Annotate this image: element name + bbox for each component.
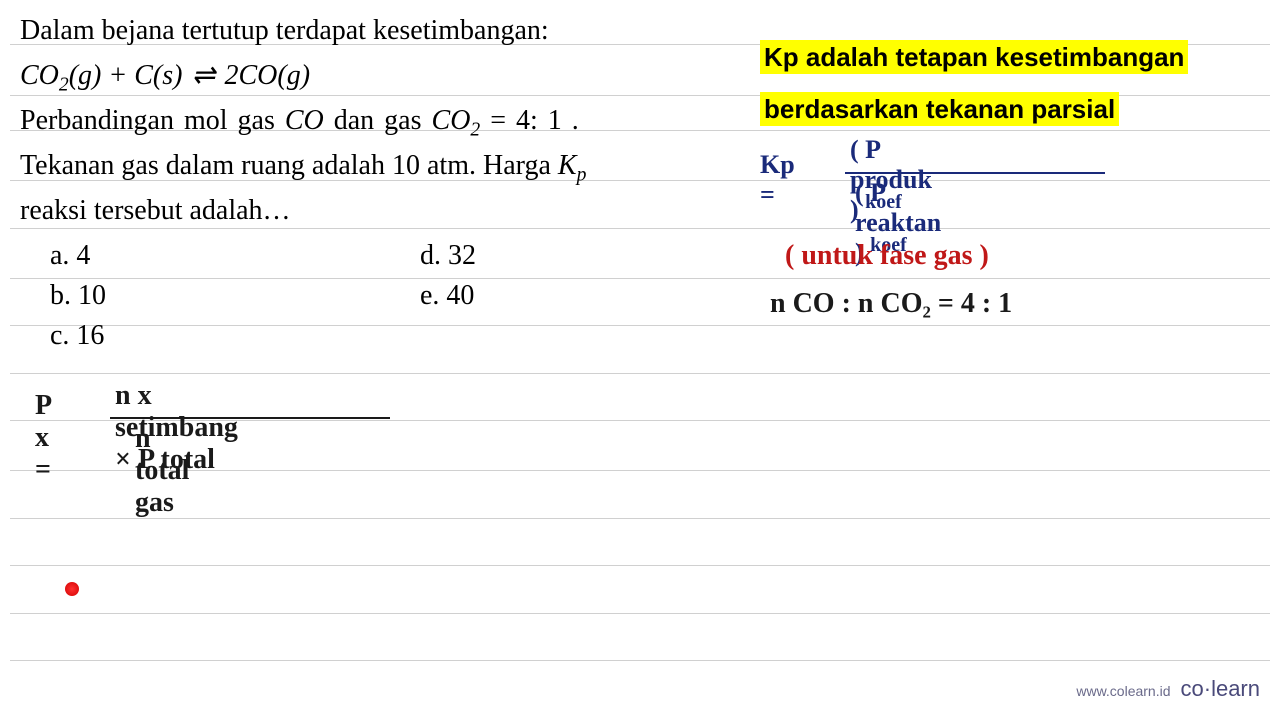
option-a: a. 4	[50, 240, 420, 272]
footer-url: www.colearn.id	[1076, 683, 1170, 699]
footer-logo: co·learn	[1181, 676, 1261, 702]
answer-options: a. 4 d. 32 b. 10 e. 40 c. 16	[50, 240, 1260, 352]
problem-line-4: Tekanan gas dalam ruang adalah 10 atm. H…	[20, 145, 750, 190]
problem-line-3: Perbandingan mol gas CO dan gas CO2 = 4:…	[20, 100, 750, 145]
problem-line-5: reaksi tersebut adalah…	[20, 190, 750, 232]
option-b: b. 10	[50, 280, 420, 312]
option-c: c. 16	[50, 320, 420, 352]
red-pointer-dot-icon	[65, 582, 79, 596]
option-e: e. 40	[420, 280, 474, 312]
option-d: d. 32	[420, 240, 476, 272]
equilibrium-arrows-icon: ⇌	[189, 54, 217, 96]
problem-content: Dalam bejana tertutup terdapat kesetimba…	[0, 0, 1280, 370]
problem-line-1: Dalam bejana tertutup terdapat kesetimba…	[20, 10, 750, 52]
chemical-equation: CO2(g) + C(s) ⇌ 2CO(g)	[20, 54, 750, 100]
footer-branding: www.colearn.id co·learn	[1076, 676, 1260, 702]
